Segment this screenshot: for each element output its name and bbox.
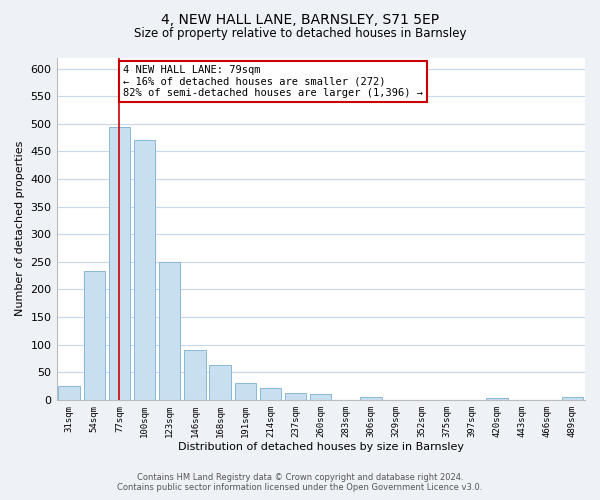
Bar	[159, 262, 181, 400]
Text: 4, NEW HALL LANE, BARNSLEY, S71 5EP: 4, NEW HALL LANE, BARNSLEY, S71 5EP	[161, 12, 439, 26]
Bar	[260, 388, 281, 400]
Bar	[134, 140, 155, 400]
Bar	[83, 271, 105, 400]
Bar	[209, 365, 231, 400]
Bar	[361, 397, 382, 400]
Bar	[285, 393, 307, 400]
Bar	[486, 398, 508, 400]
Text: Contains HM Land Registry data © Crown copyright and database right 2024.
Contai: Contains HM Land Registry data © Crown c…	[118, 473, 482, 492]
Bar	[184, 350, 206, 400]
Y-axis label: Number of detached properties: Number of detached properties	[15, 141, 25, 316]
Bar	[109, 126, 130, 400]
Bar	[562, 397, 583, 400]
Bar	[310, 394, 331, 400]
Bar	[235, 382, 256, 400]
Text: Size of property relative to detached houses in Barnsley: Size of property relative to detached ho…	[134, 28, 466, 40]
X-axis label: Distribution of detached houses by size in Barnsley: Distribution of detached houses by size …	[178, 442, 464, 452]
Bar	[58, 386, 80, 400]
Text: 4 NEW HALL LANE: 79sqm
← 16% of detached houses are smaller (272)
82% of semi-de: 4 NEW HALL LANE: 79sqm ← 16% of detached…	[123, 64, 423, 98]
